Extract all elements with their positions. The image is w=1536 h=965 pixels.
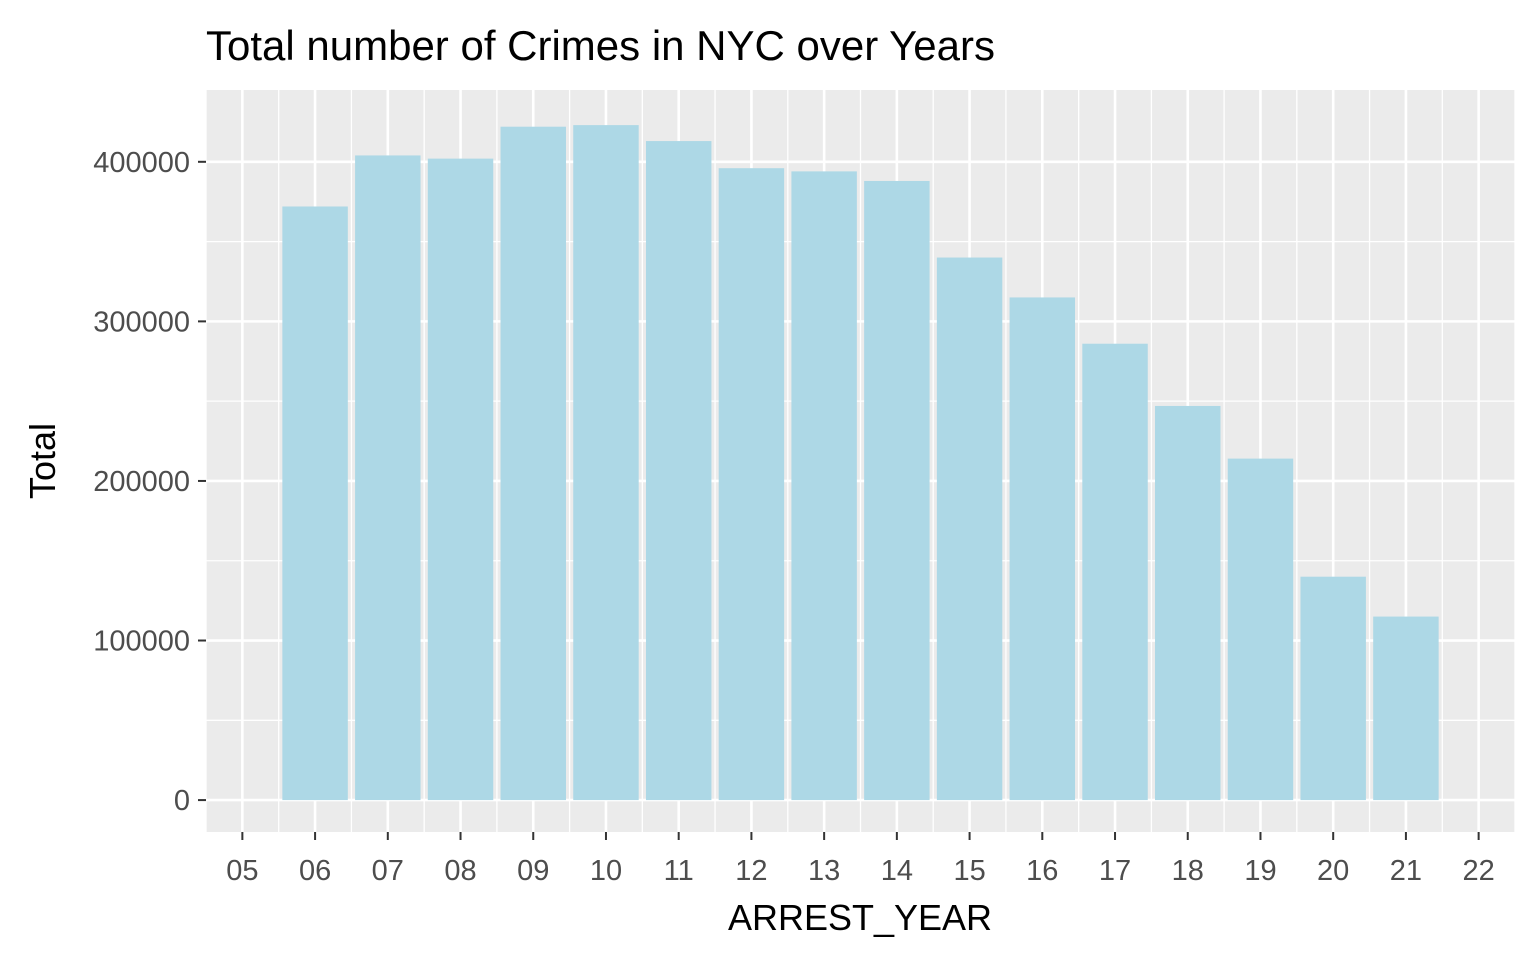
x-tick-label: 22: [1463, 855, 1495, 887]
y-tick-label: 300000: [93, 306, 190, 338]
bar-21: [1373, 616, 1439, 801]
x-tick-label: 21: [1390, 855, 1422, 887]
chart-title: Total number of Crimes in NYC over Years: [206, 22, 995, 69]
x-tick-label: 16: [1026, 855, 1058, 887]
bar-18: [1155, 405, 1221, 801]
x-tick-label: 15: [953, 855, 985, 887]
bar-08: [427, 158, 494, 801]
x-tick-label: 11: [664, 855, 694, 887]
x-tick-label: 09: [517, 855, 549, 887]
bar-17: [1082, 343, 1148, 801]
y-tick-label: 200000: [93, 466, 190, 498]
y-axis-title: Total: [22, 423, 63, 499]
bar-15: [936, 257, 1003, 801]
x-tick-label: 06: [299, 855, 331, 887]
x-tick-label: 07: [372, 855, 404, 887]
x-tick-label: 19: [1244, 855, 1276, 887]
bar-13: [791, 171, 857, 801]
x-tick-label: 12: [735, 855, 767, 887]
x-tick-label: 08: [444, 855, 476, 887]
bar-09: [500, 126, 566, 801]
x-tick-label: 20: [1317, 855, 1349, 887]
bar-19: [1227, 458, 1294, 801]
bar-12: [718, 168, 785, 801]
x-tick-label: 13: [808, 855, 840, 887]
x-tick-label: 14: [881, 855, 913, 887]
x-tick-label: 05: [226, 855, 258, 887]
bar-06: [282, 206, 348, 801]
y-axis: 0 100000 200000 300000 400000: [93, 147, 206, 817]
bar-11: [645, 141, 712, 801]
x-tick-label: 17: [1099, 855, 1131, 887]
x-axis: 05 06 07 08 09 10 11 12 13 14 15 16 17 18 19 20 21 22: [226, 832, 1495, 887]
bar-20: [1300, 576, 1366, 801]
x-tick-label: 18: [1172, 855, 1204, 887]
y-tick-label: 0: [174, 785, 190, 817]
bar-16: [1009, 297, 1076, 801]
y-tick-label: 100000: [93, 626, 190, 658]
y-tick-label: 400000: [93, 147, 190, 179]
bar-07: [355, 155, 421, 801]
x-axis-title: ARREST_YEAR: [728, 897, 992, 938]
x-tick-label: 10: [590, 855, 622, 887]
bar-14: [864, 180, 930, 801]
bar-10: [573, 125, 639, 801]
bars: [282, 125, 1439, 801]
